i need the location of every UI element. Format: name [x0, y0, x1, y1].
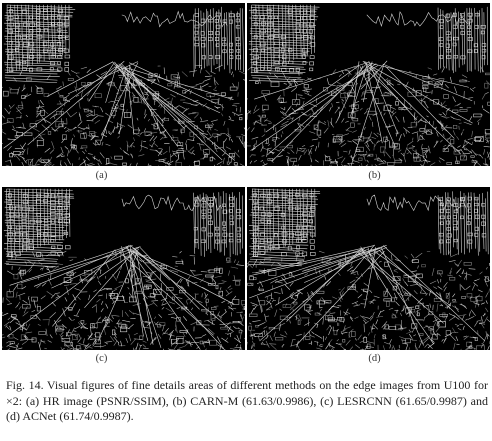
panel-label-c: (c): [95, 353, 108, 364]
edge-image-d: [247, 187, 490, 350]
edge-image-a: [2, 3, 245, 166]
figure-caption: Fig. 14. Visual figures of fine details …: [6, 378, 488, 423]
edge-image-c: [2, 187, 245, 350]
edge-image-b: [247, 3, 490, 166]
panel-label-a: (a): [95, 170, 108, 181]
panel-label-b: (b): [368, 170, 381, 181]
panel-label-d: (d): [368, 353, 381, 364]
